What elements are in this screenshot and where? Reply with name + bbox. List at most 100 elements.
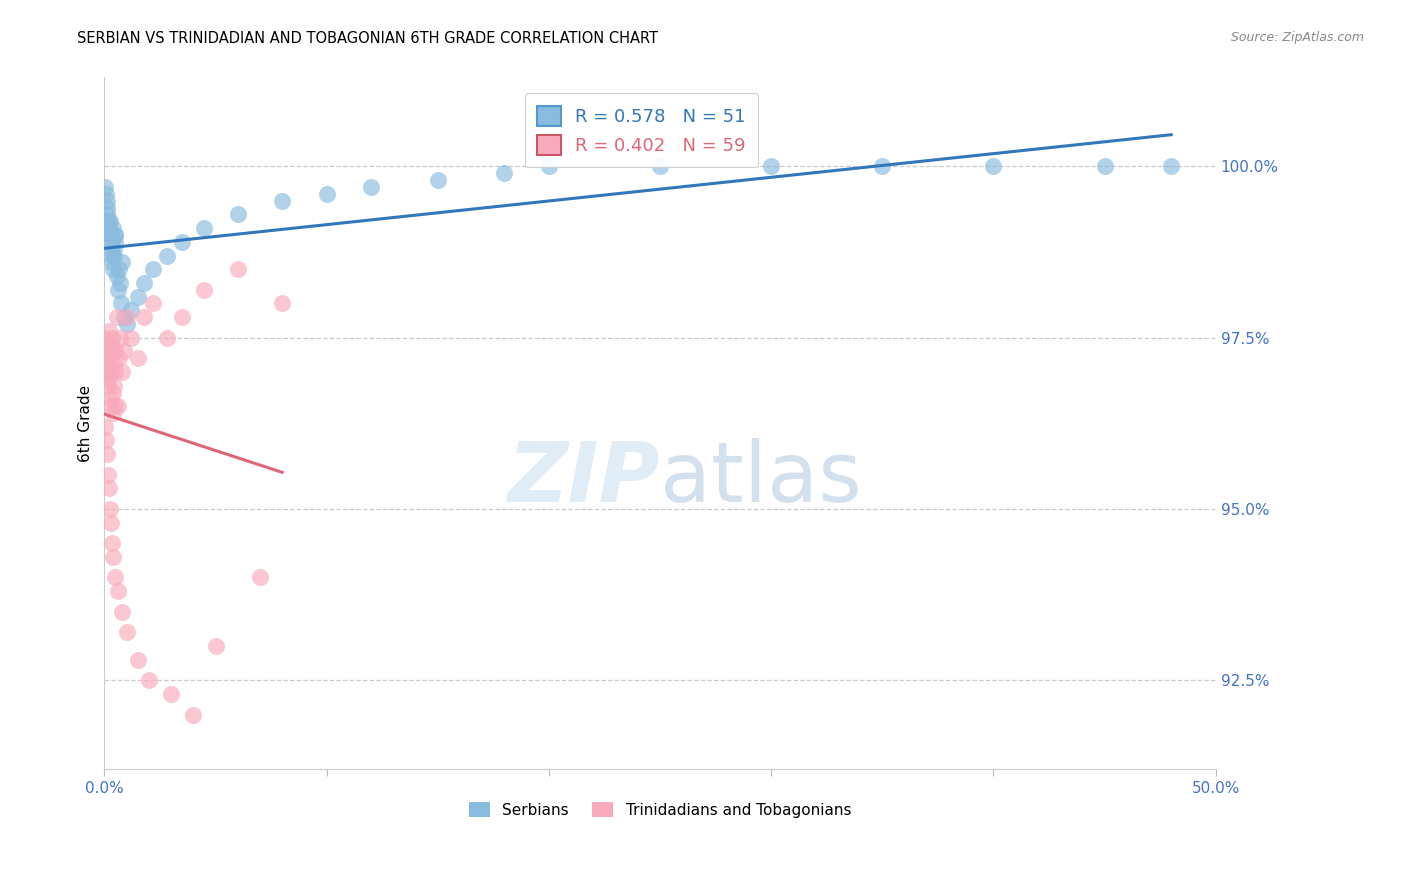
Point [127,351,149,366]
Point [360,180,382,194]
Point [103,262,125,277]
Point [100,337,122,351]
Point [100,365,122,379]
Point [426,173,449,187]
Point [105,310,128,325]
Point [111,255,134,269]
Point [108,331,131,345]
Point [172,310,194,325]
Text: ZIP: ZIP [508,438,659,519]
Point [96,337,118,351]
Text: SERBIAN VS TRINIDADIAN AND TOBAGONIAN 6TH GRADE CORRELATION CHART: SERBIAN VS TRINIDADIAN AND TOBAGONIAN 6T… [77,31,658,46]
Point [193,221,215,235]
Y-axis label: 6th Grade: 6th Grade [79,384,93,462]
Point [127,653,149,667]
Point [101,344,124,359]
Point [104,235,127,249]
Point [110,296,132,310]
Point [115,625,138,640]
Point [103,242,125,256]
Point [101,536,124,550]
Point [101,331,124,345]
Point [98,221,121,235]
Point [226,207,249,221]
Point [983,160,1005,174]
Point [100,227,122,242]
Point [104,399,127,413]
Point [537,160,560,174]
Point [94,180,117,194]
Point [872,160,894,174]
Point [100,516,122,530]
Point [94,344,117,359]
Point [103,378,125,392]
Point [156,248,179,262]
Point [104,344,127,359]
Point [112,344,135,359]
Point [108,351,131,366]
Point [96,186,118,201]
Point [172,235,194,249]
Point [101,385,124,400]
Point [494,166,516,180]
Point [160,687,183,701]
Point [96,434,118,448]
Point [96,351,118,366]
Point [98,482,121,496]
Point [104,570,127,584]
Point [98,214,121,228]
Point [101,255,124,269]
Point [98,502,121,516]
Point [96,365,118,379]
Point [107,584,129,599]
Point [120,331,142,345]
Point [103,248,125,262]
Point [101,248,124,262]
Point [204,639,226,653]
Point [111,365,134,379]
Point [98,365,121,379]
Point [96,447,118,461]
Point [104,227,127,242]
Point [271,194,294,208]
Point [1094,160,1116,174]
Point [103,358,125,372]
Point [97,227,120,242]
Point [271,296,294,310]
Text: atlas: atlas [659,438,862,519]
Point [226,262,249,277]
Point [103,549,125,564]
Point [193,283,215,297]
Point [108,262,131,277]
Point [107,399,129,413]
Point [156,331,179,345]
Point [181,707,204,722]
Point [96,207,118,221]
Point [101,221,124,235]
Point [100,392,122,407]
Point [105,269,128,284]
Point [127,290,149,304]
Point [100,242,122,256]
Point [648,160,671,174]
Point [134,276,156,290]
Point [98,351,121,366]
Point [134,310,156,325]
Point [115,317,138,331]
Point [96,358,118,372]
Point [104,227,127,242]
Point [107,283,129,297]
Point [96,201,118,215]
Point [97,221,120,235]
Point [103,406,125,420]
Point [98,399,121,413]
Point [1160,160,1182,174]
Point [94,419,117,434]
Point [142,296,165,310]
Point [97,467,120,482]
Point [111,605,134,619]
Point [108,276,131,290]
Point [97,214,120,228]
Point [97,324,120,338]
Point [249,570,271,584]
